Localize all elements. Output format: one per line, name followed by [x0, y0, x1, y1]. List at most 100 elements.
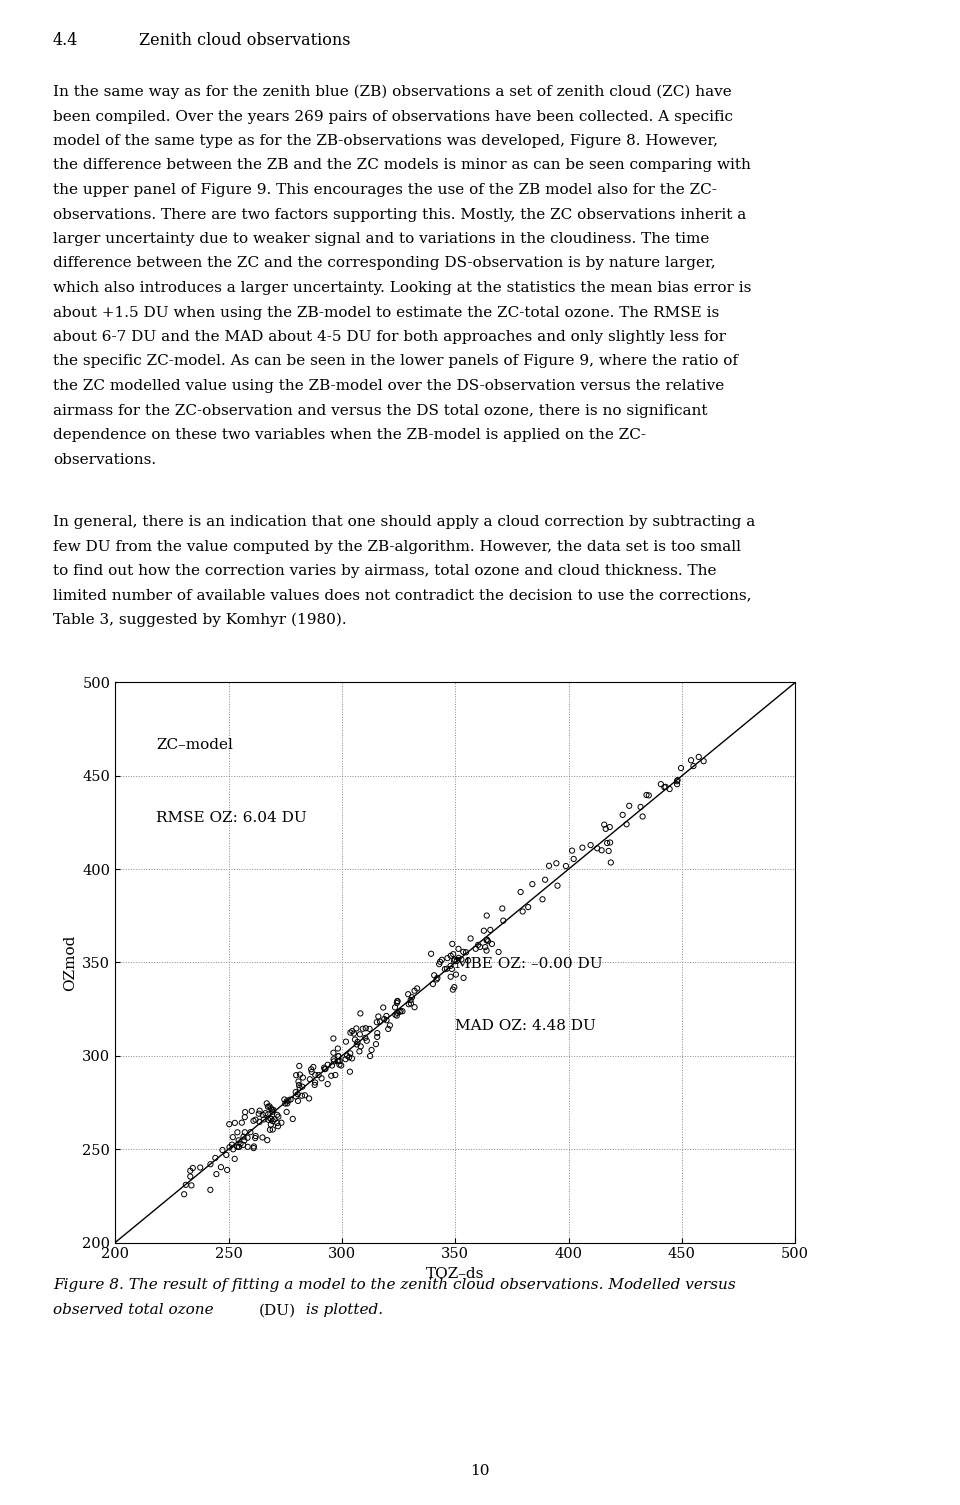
- Point: [298, 1084, 313, 1108]
- Point: [456, 939, 471, 963]
- Point: [215, 1138, 230, 1162]
- Point: [326, 1049, 342, 1073]
- Y-axis label: OZmod: OZmod: [62, 935, 77, 990]
- Point: [484, 932, 499, 956]
- Point: [327, 1063, 343, 1087]
- Point: [279, 1100, 295, 1124]
- Point: [403, 992, 419, 1016]
- Point: [266, 1099, 281, 1123]
- Point: [393, 999, 408, 1023]
- Point: [461, 948, 476, 972]
- Point: [331, 1049, 347, 1073]
- Point: [237, 1105, 252, 1129]
- Point: [280, 1088, 296, 1112]
- Point: [376, 1007, 392, 1031]
- Point: [271, 1105, 286, 1129]
- Text: the upper panel of Figure 9. This encourages the use of the ZB model also for th: the upper panel of Figure 9. This encour…: [53, 184, 717, 197]
- Point: [213, 1154, 228, 1178]
- Point: [177, 1183, 192, 1207]
- Point: [468, 936, 483, 960]
- Point: [304, 1060, 320, 1084]
- Point: [338, 1029, 353, 1054]
- Point: [254, 1126, 270, 1150]
- Point: [219, 1142, 234, 1166]
- Point: [236, 1124, 252, 1148]
- Point: [638, 783, 654, 807]
- Point: [390, 989, 405, 1013]
- Point: [330, 1044, 346, 1069]
- Point: [437, 957, 452, 981]
- Point: [633, 795, 648, 819]
- Point: [244, 1099, 259, 1123]
- Point: [259, 1129, 275, 1153]
- Point: [342, 1044, 357, 1069]
- Point: [463, 927, 478, 951]
- Point: [252, 1099, 267, 1123]
- Point: [260, 1094, 276, 1118]
- Point: [288, 1063, 303, 1087]
- Point: [451, 945, 467, 969]
- Point: [470, 933, 486, 957]
- Point: [185, 1156, 201, 1180]
- Point: [325, 1047, 341, 1072]
- Point: [583, 834, 598, 858]
- Point: [279, 1090, 295, 1114]
- Point: [343, 1060, 358, 1084]
- Point: [231, 1135, 247, 1159]
- Point: [379, 1004, 395, 1028]
- Point: [564, 838, 580, 862]
- Point: [525, 871, 540, 895]
- Point: [641, 784, 657, 808]
- Point: [357, 1026, 372, 1050]
- Text: MAD OZ: 4.48 DU: MAD OZ: 4.48 DU: [455, 1019, 596, 1032]
- Point: [390, 1001, 405, 1025]
- Point: [203, 1153, 218, 1177]
- Point: [423, 942, 439, 966]
- Point: [263, 1096, 278, 1120]
- Point: [598, 817, 613, 841]
- Point: [520, 895, 536, 920]
- Point: [479, 929, 494, 953]
- Point: [477, 935, 492, 959]
- Point: [426, 963, 442, 987]
- Point: [549, 852, 564, 876]
- Point: [392, 999, 407, 1023]
- Point: [446, 948, 462, 972]
- Point: [291, 1070, 306, 1094]
- Point: [208, 1162, 224, 1186]
- Point: [182, 1165, 198, 1189]
- Point: [246, 1136, 261, 1160]
- Point: [302, 1067, 318, 1091]
- Point: [263, 1112, 278, 1136]
- Point: [382, 1013, 397, 1037]
- Point: [372, 1010, 388, 1034]
- Text: model of the same type as for the ZB-observations was developed, Figure 8. Howev: model of the same type as for the ZB-obs…: [53, 134, 718, 147]
- Point: [370, 1020, 385, 1044]
- Text: In the same way as for the zenith blue (ZB) observations a set of zenith cloud (: In the same way as for the zenith blue (…: [53, 84, 732, 99]
- Point: [431, 953, 446, 977]
- X-axis label: TOZ–ds: TOZ–ds: [426, 1267, 485, 1281]
- Point: [225, 1133, 240, 1157]
- Text: RMSE OZ: 6.04 DU: RMSE OZ: 6.04 DU: [156, 811, 307, 825]
- Point: [276, 1088, 292, 1112]
- Point: [352, 1001, 368, 1025]
- Point: [331, 1044, 347, 1069]
- Point: [432, 950, 447, 974]
- Point: [262, 1106, 277, 1130]
- Point: [440, 957, 455, 981]
- Point: [274, 1111, 289, 1135]
- Point: [222, 1112, 237, 1136]
- Point: [621, 793, 636, 817]
- Point: [324, 1054, 340, 1078]
- Point: [558, 853, 573, 877]
- Text: 10: 10: [470, 1464, 490, 1478]
- Text: about +1.5 DU when using the ZB-model to estimate the ZC-total ozone. The RMSE i: about +1.5 DU when using the ZB-model to…: [53, 306, 719, 319]
- Point: [265, 1100, 280, 1124]
- Point: [279, 1091, 295, 1115]
- Text: few DU from the value computed by the ZB-algorithm. However, the data set is too: few DU from the value computed by the ZB…: [53, 539, 741, 554]
- Point: [345, 1019, 360, 1043]
- Point: [491, 941, 506, 965]
- Point: [669, 772, 684, 796]
- Point: [351, 1040, 367, 1064]
- Point: [596, 813, 612, 837]
